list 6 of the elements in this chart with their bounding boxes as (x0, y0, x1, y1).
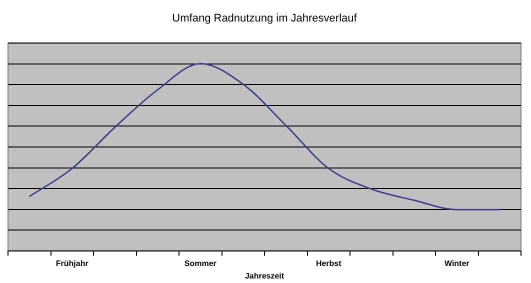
x-axis-title: Jahreszeit (244, 271, 284, 280)
chart-title: Umfang Radnutzung im Jahresverlauf (172, 12, 358, 25)
x-tick-label: Sommer (184, 258, 216, 268)
x-tick-label: Frühjahr (56, 258, 88, 268)
x-tick-label: Winter (444, 258, 470, 268)
x-tick-label: Herbst (316, 258, 342, 268)
